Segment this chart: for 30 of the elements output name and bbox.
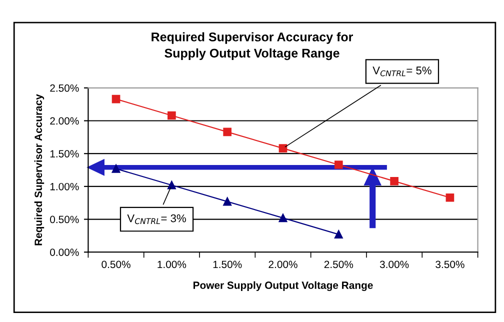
- x-tick-label: 2.00%: [268, 260, 298, 268]
- y-axis-title: Required Supervisor Accuracy: [34, 94, 44, 246]
- x-tick-label: 1.50%: [213, 260, 242, 268]
- point: [390, 177, 398, 186]
- y-tick-label: 2.50%: [50, 84, 79, 92]
- point: [446, 193, 454, 202]
- point: [334, 160, 343, 169]
- y-tick-label: 0.50%: [50, 216, 79, 224]
- x-tick-label: 3.00%: [380, 260, 409, 268]
- point: [278, 144, 288, 153]
- y-tick-label: 1.00%: [50, 182, 79, 190]
- point: [168, 180, 176, 190]
- x-tick-label: 1.00%: [158, 260, 186, 268]
- point: [278, 214, 288, 222]
- point: [168, 111, 176, 120]
- annotation: V$_{CNTRL}$= 3%: [127, 214, 186, 224]
- y-tick-label: 2.00%: [50, 117, 79, 125]
- point: [334, 230, 343, 239]
- chart-title: Required Supervisor Accuracy for Supply Output Voltage Range: [152, 32, 354, 60]
- annotation: V$_{CNTRL}$= 5%: [372, 66, 432, 76]
- point: [223, 128, 232, 136]
- x-tick-label: 2.50%: [324, 260, 354, 268]
- point: [112, 164, 120, 173]
- x-tick-label: 0.50%: [102, 260, 130, 268]
- x-axis-title: Power Supply Output Voltage Range: [194, 281, 373, 292]
- point: [112, 94, 120, 104]
- x-tick-label: 3.50%: [436, 260, 464, 268]
- y-tick-label: 1.50%: [50, 150, 79, 158]
- y-tick-label: 0.00%: [50, 248, 79, 256]
- point: [223, 197, 232, 206]
